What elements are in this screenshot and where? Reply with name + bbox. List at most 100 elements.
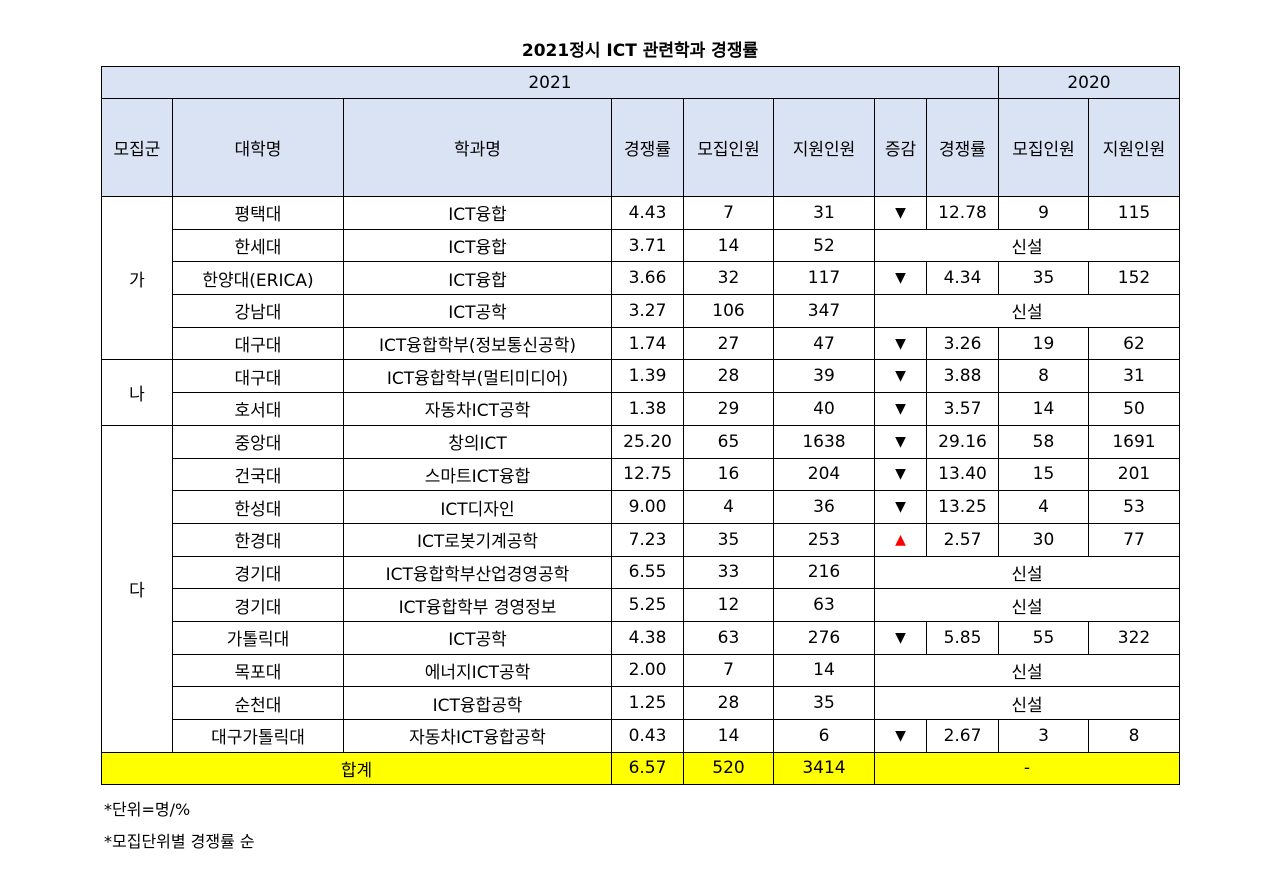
table-row: 한성대 ICT디자인 9.00 4 36 ▼ 13.25 4 53 <box>102 490 1180 524</box>
department-cell: 스마트ICT융합 <box>343 457 612 492</box>
department-cell: 자동차ICT융합공학 <box>343 719 612 753</box>
new-badge: 신설 <box>874 228 1180 263</box>
university-cell: 한성대 <box>172 490 344 524</box>
down-arrow-icon: ▼ <box>874 490 927 524</box>
university-cell: 한세대 <box>172 228 344 263</box>
university-cell: 대구대 <box>172 326 344 361</box>
rate-cell: 1.74 <box>611 326 684 361</box>
applicants-cell: 253 <box>773 522 875 557</box>
quota-cell: 63 <box>683 620 774 655</box>
university-cell: 대구대 <box>172 359 344 394</box>
applicants-cell: 39 <box>773 359 875 394</box>
prev-rate-cell: 4.34 <box>926 261 999 296</box>
new-badge: 신설 <box>874 653 1180 688</box>
department-cell: 창의ICT <box>343 424 612 459</box>
prev-rate-cell: 13.25 <box>926 490 999 524</box>
quota-cell: 33 <box>683 555 774 590</box>
quota-cell: 7 <box>683 196 774 230</box>
table-row: 가톨릭대 ICT공학 4.38 63 276 ▼ 5.85 55 322 <box>102 620 1180 655</box>
rate-2020-header: 경쟁률 <box>926 98 999 197</box>
university-cell: 평택대 <box>172 196 344 230</box>
department-cell: ICT융합학부(멀티미디어) <box>343 359 612 394</box>
table-row: 강남대 ICT공학 3.27 106 347 신설 <box>102 294 1180 328</box>
prev-rate-cell: 2.57 <box>926 522 999 557</box>
department-cell: ICT융합 <box>343 261 612 296</box>
applicants-cell: 6 <box>773 719 875 753</box>
unit-note: *단위=명/% <box>104 800 191 819</box>
quota-cell: 7 <box>683 653 774 688</box>
prev-applicants-cell: 31 <box>1088 359 1180 394</box>
quota-cell: 27 <box>683 326 774 361</box>
rate-cell: 12.75 <box>611 457 684 492</box>
rate-cell: 0.43 <box>611 719 684 753</box>
rate-cell: 4.43 <box>611 196 684 230</box>
applicants-cell: 52 <box>773 228 875 263</box>
group-cell: 나 <box>101 359 173 426</box>
quota-cell: 29 <box>683 392 774 426</box>
applicants-2020-header: 지원인원 <box>1088 98 1180 197</box>
university-cell: 순천대 <box>172 686 344 720</box>
prev-applicants-cell: 62 <box>1088 326 1180 361</box>
prev-quota-cell: 9 <box>998 196 1089 230</box>
quota-cell: 16 <box>683 457 774 492</box>
down-arrow-icon: ▼ <box>874 261 927 296</box>
applicants-cell: 1638 <box>773 424 875 459</box>
year-2020-header: 2020 <box>998 66 1180 99</box>
new-badge: 신설 <box>874 686 1180 720</box>
university-cell: 경기대 <box>172 555 344 590</box>
down-arrow-icon: ▼ <box>874 196 927 230</box>
group-cell: 가 <box>101 195 173 361</box>
applicants-cell: 347 <box>773 294 875 328</box>
table-row: 경기대 ICT융합학부산업경영공학 6.55 33 216 신설 <box>102 555 1180 590</box>
quota-cell: 14 <box>683 228 774 263</box>
down-arrow-icon: ▼ <box>874 620 927 655</box>
up-arrow-icon: ▲ <box>874 522 927 557</box>
applicants-cell: 117 <box>773 261 875 296</box>
university-header: 대학명 <box>172 98 344 197</box>
order-note: *모집단위별 경쟁률 순 <box>104 832 255 851</box>
rate-2021-header: 경쟁률 <box>611 98 684 197</box>
applicants-2021-header: 지원인원 <box>773 98 875 197</box>
table-row: 호서대 자동차ICT공학 1.38 29 40 ▼ 3.57 14 50 <box>102 392 1180 426</box>
prev-applicants-cell: 77 <box>1088 522 1180 557</box>
prev-applicants-cell: 1691 <box>1088 424 1180 459</box>
department-header: 학과명 <box>343 98 612 197</box>
department-cell: ICT공학 <box>343 620 612 655</box>
prev-rate-cell: 3.26 <box>926 326 999 361</box>
applicants-cell: 31 <box>773 196 875 230</box>
prev-rate-cell: 13.40 <box>926 457 999 492</box>
university-cell: 목포대 <box>172 653 344 688</box>
year-2021-header: 2021 <box>101 66 999 99</box>
quota-cell: 106 <box>683 294 774 328</box>
university-cell: 건국대 <box>172 457 344 492</box>
university-cell: 호서대 <box>172 392 344 426</box>
rate-cell: 1.39 <box>611 359 684 394</box>
table-row: 한세대 ICT융합 3.71 14 52 신설 <box>102 228 1180 263</box>
quota-cell: 14 <box>683 719 774 753</box>
university-cell: 한양대(ERICA) <box>172 261 344 296</box>
prev-quota-cell: 8 <box>998 359 1089 394</box>
prev-quota-cell: 35 <box>998 261 1089 296</box>
quota-cell: 12 <box>683 588 774 622</box>
prev-quota-cell: 4 <box>998 490 1089 524</box>
down-arrow-icon: ▼ <box>874 392 927 426</box>
prev-quota-cell: 30 <box>998 522 1089 557</box>
table-row: 대구대 ICT융합학부(정보통신공학) 1.74 27 47 ▼ 3.26 19 62 <box>102 326 1180 361</box>
rate-cell: 7.23 <box>611 522 684 557</box>
total-prev: - <box>874 751 1180 785</box>
group-cell: 다 <box>101 424 173 753</box>
table-body: 가 평택대 ICT융합 4.43 7 31 ▼ 12.78 9 115 한세대 ICT융합 3.71 14… <box>101 195 1180 753</box>
applicants-cell: 36 <box>773 490 875 524</box>
university-cell: 강남대 <box>172 294 344 328</box>
department-cell: ICT융합공학 <box>343 686 612 720</box>
department-cell: ICT융합학부(정보통신공학) <box>343 326 612 361</box>
prev-rate-cell: 5.85 <box>926 620 999 655</box>
rate-cell: 25.20 <box>611 424 684 459</box>
down-arrow-icon: ▼ <box>874 457 927 492</box>
applicants-cell: 35 <box>773 686 875 720</box>
down-arrow-icon: ▼ <box>874 424 927 459</box>
rate-cell: 6.55 <box>611 555 684 590</box>
prev-applicants-cell: 8 <box>1088 719 1180 753</box>
table-row: 나 대구대 ICT융합학부(멀티미디어) 1.39 28 39 ▼ 3.88 8 31 <box>101 359 1180 426</box>
down-arrow-icon: ▼ <box>874 719 927 753</box>
